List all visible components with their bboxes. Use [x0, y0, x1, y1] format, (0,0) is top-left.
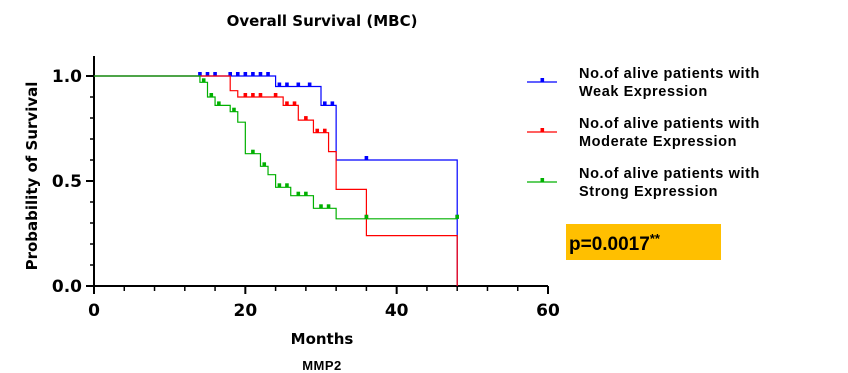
legend-entry-0: No.of alive patients with Weak Expression — [527, 66, 760, 100]
censor-mark — [296, 82, 301, 87]
censor-mark — [304, 116, 308, 121]
legend-label-line2: Moderate Expression — [579, 134, 737, 150]
series-0 — [94, 72, 459, 286]
x-tick-label: 60 — [536, 301, 560, 321]
x-tick-label: 0 — [88, 301, 100, 321]
censor-mark — [330, 101, 335, 106]
y-axis-title: Probability of Survival — [23, 82, 41, 271]
censor-mark — [251, 93, 255, 97]
y-tick-label: 0.0 — [52, 277, 82, 297]
censor-mark — [307, 82, 312, 87]
p-value-text: p=0.0017** — [569, 231, 661, 255]
censor-mark — [243, 93, 248, 97]
censor-mark — [198, 72, 202, 76]
censor-mark — [243, 72, 248, 76]
censor-mark — [285, 101, 289, 106]
censor-mark — [258, 93, 263, 97]
censor-mark — [205, 72, 210, 76]
censor-mark — [273, 93, 278, 97]
p-value-main: p=0.0017 — [569, 234, 650, 255]
censor-mark — [251, 72, 255, 76]
censor-mark — [315, 128, 320, 133]
censor-mark — [364, 214, 369, 219]
legend-entry-1: No.of alive patients with Moderate Expres… — [527, 116, 760, 150]
censor-mark — [296, 191, 301, 196]
y-tick-label: 0.5 — [52, 172, 82, 192]
legend-marker — [540, 78, 545, 82]
censor-mark — [209, 93, 214, 97]
censor-mark — [455, 214, 459, 219]
series-1 — [94, 75, 458, 286]
censor-mark — [201, 78, 206, 83]
survival-curve — [94, 75, 458, 286]
legend: No.of alive patients with Weak Expression… — [527, 66, 760, 200]
p-value-box — [566, 224, 721, 260]
plot-area — [94, 72, 459, 286]
censor-mark — [285, 82, 289, 87]
survival-curve — [94, 75, 458, 286]
censor-mark — [251, 149, 255, 154]
chart-caption: MMP2 — [302, 358, 342, 373]
censor-mark — [232, 107, 236, 112]
censor-mark — [213, 72, 217, 76]
legend-label-line1: No.of alive patients with — [579, 66, 760, 82]
censor-mark — [292, 101, 297, 106]
x-tick-label: 20 — [233, 301, 257, 321]
legend-label-line1: No.of alive patients with — [579, 166, 760, 182]
censor-mark — [304, 191, 308, 196]
censor-mark — [322, 101, 327, 106]
censor-mark — [228, 72, 232, 76]
censor-mark — [322, 128, 327, 133]
p-value-annotation: p=0.0017** — [566, 224, 721, 260]
censor-mark — [235, 72, 240, 76]
chart-title: Overall Survival (MBC) — [227, 12, 418, 30]
x-axis-title: Months — [291, 330, 354, 348]
censor-mark — [285, 183, 289, 188]
censor-mark — [326, 204, 331, 209]
censor-mark — [262, 162, 267, 167]
censor-mark — [266, 72, 270, 76]
legend-marker — [540, 178, 545, 182]
censor-mark — [364, 156, 369, 160]
legend-label-line2: Strong Expression — [579, 184, 718, 200]
legend-marker — [540, 128, 545, 132]
y-tick-label: 1.0 — [52, 67, 82, 87]
censor-mark — [217, 101, 221, 106]
p-value-significance: ** — [650, 231, 661, 246]
censor-mark — [277, 183, 282, 188]
series-2 — [94, 75, 459, 220]
censor-mark — [277, 82, 282, 87]
legend-entry-2: No.of alive patients with Strong Expressi… — [527, 166, 760, 200]
legend-label-line1: No.of alive patients with — [579, 116, 760, 132]
x-tick-label: 40 — [385, 301, 409, 321]
legend-label-line2: Weak Expression — [579, 84, 708, 100]
censor-mark — [258, 72, 263, 76]
axes: 0.0 0.5 1.0 0 20 40 60 — [52, 56, 560, 321]
censor-mark — [319, 204, 323, 209]
